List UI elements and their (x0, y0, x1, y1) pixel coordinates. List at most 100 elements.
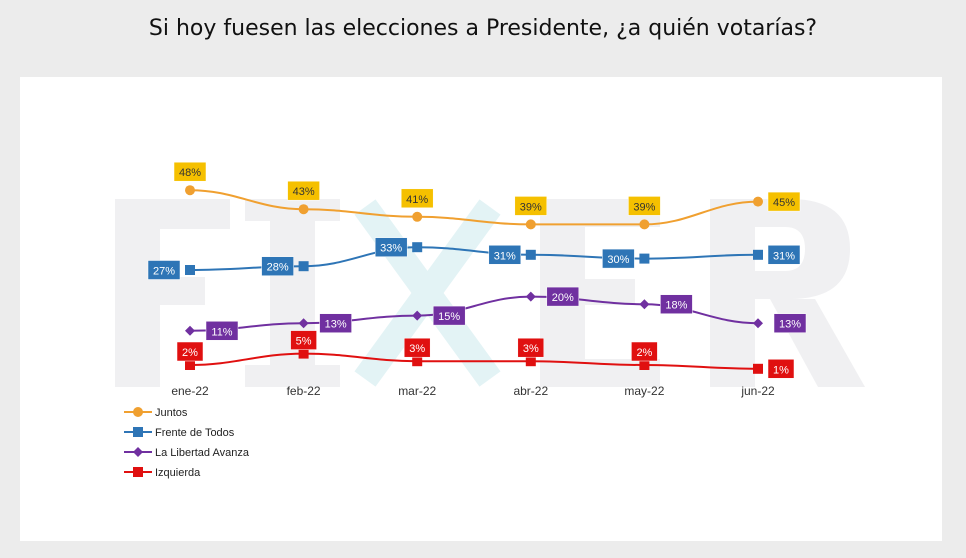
data-point (753, 363, 763, 374)
legend-item: Izquierda (124, 467, 201, 479)
data-label: 33% (380, 243, 402, 255)
data-point (185, 325, 195, 336)
chart-panel: ene-22 feb-22 mar-22 abr-22 may-22 jun-22 48% 4… (20, 77, 942, 541)
data-label-box (261, 256, 294, 276)
data-label-box (205, 321, 239, 341)
data-point (298, 348, 309, 359)
data-label-box (628, 196, 661, 216)
data-label: 5% (296, 336, 312, 348)
legend-label: La Libertad Avanza (155, 447, 250, 459)
data-point (525, 249, 536, 260)
data-label: 11% (211, 326, 232, 338)
legend-marker (133, 447, 143, 457)
data-point (639, 253, 650, 264)
series-line (189, 352, 759, 370)
legend-label: Frente de Todos (155, 427, 235, 439)
data-point (185, 185, 195, 196)
data-label-box (514, 196, 548, 216)
data-label-box (400, 188, 434, 209)
x-tick-label: abr-22 (513, 384, 548, 398)
legend-marker (133, 467, 143, 477)
x-tick-label: jun-22 (740, 384, 775, 398)
x-tick-label: ene-22 (171, 384, 209, 398)
data-label: 13% (325, 319, 347, 331)
data-label: 31% (773, 250, 795, 262)
data-point (185, 360, 195, 370)
data-label-box (767, 359, 795, 379)
data-label: 15% (438, 311, 460, 323)
data-label: 45% (773, 197, 795, 209)
data-label: 28% (267, 262, 289, 274)
data-label-box (517, 337, 545, 358)
data-label: 2% (182, 347, 198, 359)
data-label: 48% (179, 167, 201, 179)
series-juntos: 48% 43% 41% 39% 39% 45% (173, 161, 801, 230)
data-point (525, 356, 536, 367)
data-label-box (403, 337, 431, 358)
x-tick-label: feb-22 (287, 384, 321, 398)
data-label: 18% (665, 300, 687, 312)
legend-item: Frente de Todos (124, 427, 235, 439)
legend-item: Juntos (124, 407, 188, 419)
data-point (753, 196, 763, 207)
data-point (639, 299, 650, 310)
legend-marker (133, 427, 143, 437)
data-label: 31% (494, 250, 516, 262)
x-tick-label: mar-22 (398, 384, 436, 398)
series-line (189, 295, 759, 332)
data-label: 41% (406, 194, 428, 206)
series-izquierda: 2% 5% 3% 3% 2% 1% (176, 330, 795, 379)
data-label-box (660, 294, 693, 314)
data-point (185, 265, 195, 275)
data-label: 27% (153, 266, 175, 278)
data-label-box (290, 330, 317, 350)
legend-label: Juntos (155, 407, 188, 419)
legend-marker (133, 407, 143, 417)
data-point (525, 291, 536, 302)
legend-label: Izquierda (155, 467, 201, 479)
data-point (298, 204, 309, 215)
series-line (189, 189, 759, 226)
data-label-box (287, 180, 320, 201)
data-label: 13% (779, 319, 801, 331)
data-point (753, 249, 763, 260)
data-label-box (488, 245, 522, 265)
data-point (412, 242, 423, 253)
data-label-box (631, 341, 658, 362)
data-label: 30% (607, 254, 629, 266)
data-label-box (173, 161, 207, 182)
data-point (525, 219, 536, 230)
data-label: 20% (552, 292, 574, 304)
data-label-box (767, 245, 801, 265)
data-label: 1% (773, 364, 789, 376)
data-label: 2% (636, 347, 652, 359)
data-point (412, 356, 423, 367)
data-label-box (602, 248, 635, 269)
watermark-logo (115, 199, 865, 387)
data-label: 3% (523, 343, 539, 355)
data-label-box (546, 286, 580, 307)
data-label-box (767, 191, 801, 212)
data-point (412, 211, 423, 222)
data-point (639, 360, 650, 370)
data-label-box (432, 305, 466, 326)
data-label-box (374, 237, 408, 257)
data-label: 43% (293, 186, 315, 198)
legend-item: La Libertad Avanza (124, 447, 250, 459)
data-label-box (319, 313, 352, 333)
x-tick-label: may-22 (624, 384, 664, 398)
series-la-libertad-avanza: 11% 13% 15% 20% 18% 13% (185, 286, 807, 341)
chart-title: Si hoy fuesen las elecciones a President… (148, 16, 818, 41)
data-point (298, 318, 309, 329)
data-label: 39% (520, 201, 542, 213)
data-label: 39% (633, 201, 655, 213)
line-chart: ene-22 feb-22 mar-22 abr-22 may-22 jun-2248%4… (115, 161, 865, 479)
series-frente-de-todos: 27% 28% 33% 31% 30% 31% (147, 237, 801, 280)
data-label: 3% (409, 343, 425, 355)
data-label-box (773, 313, 807, 333)
data-label-box (176, 341, 204, 362)
data-point (753, 318, 763, 329)
data-point (639, 219, 650, 230)
data-label-box (147, 260, 181, 280)
data-point (298, 261, 309, 272)
